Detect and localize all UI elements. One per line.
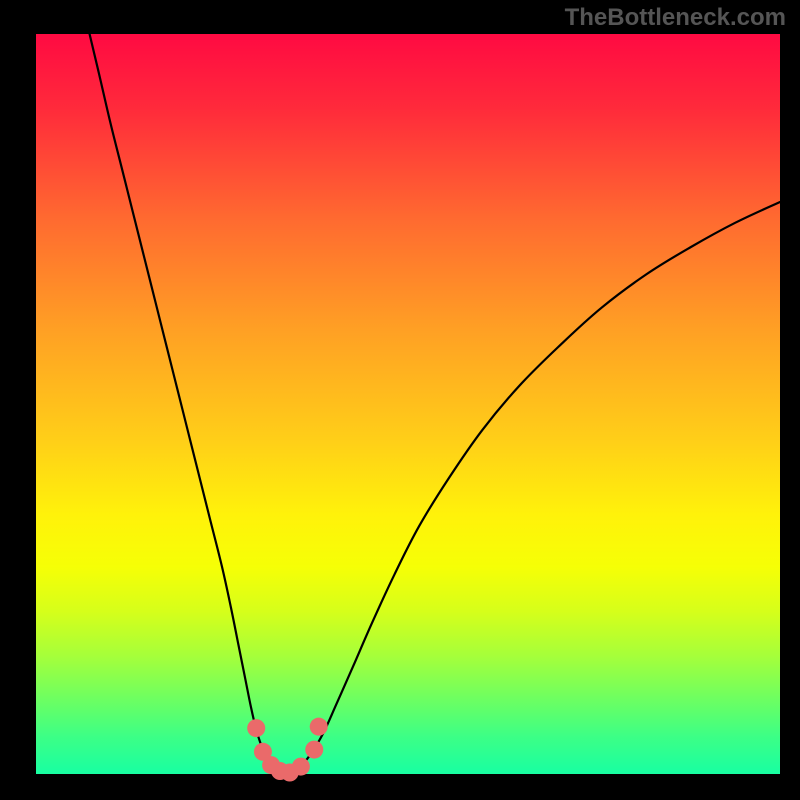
plot-area (36, 34, 780, 774)
marker-point (310, 718, 328, 736)
curve-layer (36, 34, 780, 774)
marker-point (247, 719, 265, 737)
curve-left_branch (90, 34, 285, 774)
marker-point (305, 741, 323, 759)
chart-frame: TheBottleneck.com (0, 0, 800, 800)
marker-point (292, 758, 310, 776)
curve-right_branch (285, 202, 781, 774)
watermark-text: TheBottleneck.com (565, 4, 786, 32)
